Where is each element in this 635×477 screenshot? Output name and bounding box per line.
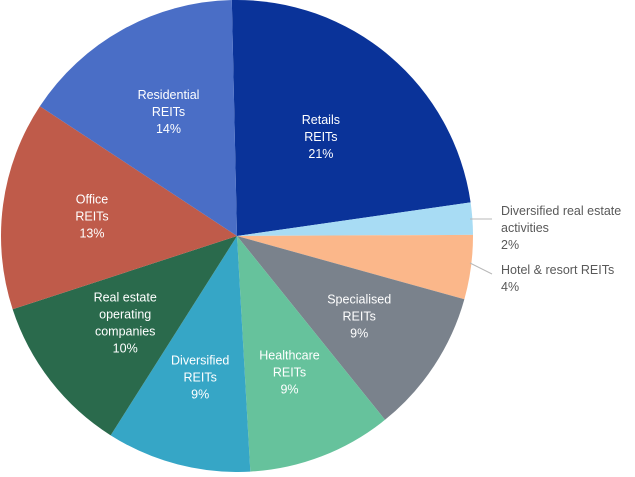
slice-value-label: 9% — [191, 388, 209, 402]
slice-category-label: Diversified real estate — [501, 204, 621, 218]
pie-slice — [237, 202, 473, 236]
pie-slice — [12, 236, 238, 436]
slice-value-label: 2% — [501, 238, 519, 252]
slice-category-label: Healthcare — [259, 349, 319, 363]
slice-category-label: Retails — [302, 113, 340, 127]
slice-value-label: 9% — [350, 327, 368, 341]
slice-category-label: REITs — [273, 366, 306, 380]
slice-category-label: Hotel & resort REITs — [501, 263, 614, 277]
pie-slice — [237, 236, 386, 472]
slice-label: Diversified real estate activities 2% — [501, 204, 621, 252]
slice-category-label: activities — [501, 221, 549, 235]
slice-label: Retails REITs 21% — [302, 113, 340, 161]
slice-value-label: 9% — [280, 383, 298, 397]
slice-label: Hotel & resort REITs 4% — [501, 263, 614, 294]
slice-label: Healthcare REITs 9% — [259, 349, 319, 397]
slice-category-label: REITs — [75, 210, 108, 224]
slice-value-label: 13% — [79, 227, 104, 241]
slice-value-label: 4% — [501, 280, 519, 294]
slice-value-label: 21% — [308, 147, 333, 161]
slice-label: Diversified REITs 9% — [171, 354, 229, 402]
slice-category-label: operating — [99, 307, 151, 321]
slice-category-label: Real estate — [94, 290, 157, 304]
slice-category-label: Office — [76, 193, 108, 207]
slice-value-label: 10% — [113, 341, 138, 355]
slice-category-label: REITs — [152, 105, 185, 119]
slice-label: Office REITs 13% — [75, 193, 108, 241]
pie-slice — [237, 236, 465, 420]
slice-label: Real estate operating companies 10% — [94, 290, 157, 355]
slice-category-label: Residential — [138, 88, 200, 102]
slice-value-label: 14% — [156, 122, 181, 136]
slice-label: Residential REITs 14% — [138, 88, 200, 136]
slice-category-label: REITs — [184, 371, 217, 385]
leader-line — [469, 262, 493, 275]
pie-slice — [110, 236, 251, 472]
slice-category-label: Specialised — [327, 293, 391, 307]
slice-category-label: companies — [95, 324, 155, 338]
slice-category-label: REITs — [343, 310, 376, 324]
pie-slice — [39, 0, 238, 237]
pie-slice — [0, 106, 238, 310]
pie-slice — [237, 234, 474, 300]
slice-category-label: REITs — [304, 130, 337, 144]
pie-slice — [231, 0, 471, 237]
slice-label: Specialised REITs 9% — [327, 293, 391, 341]
slice-category-label: Diversified — [171, 354, 229, 368]
